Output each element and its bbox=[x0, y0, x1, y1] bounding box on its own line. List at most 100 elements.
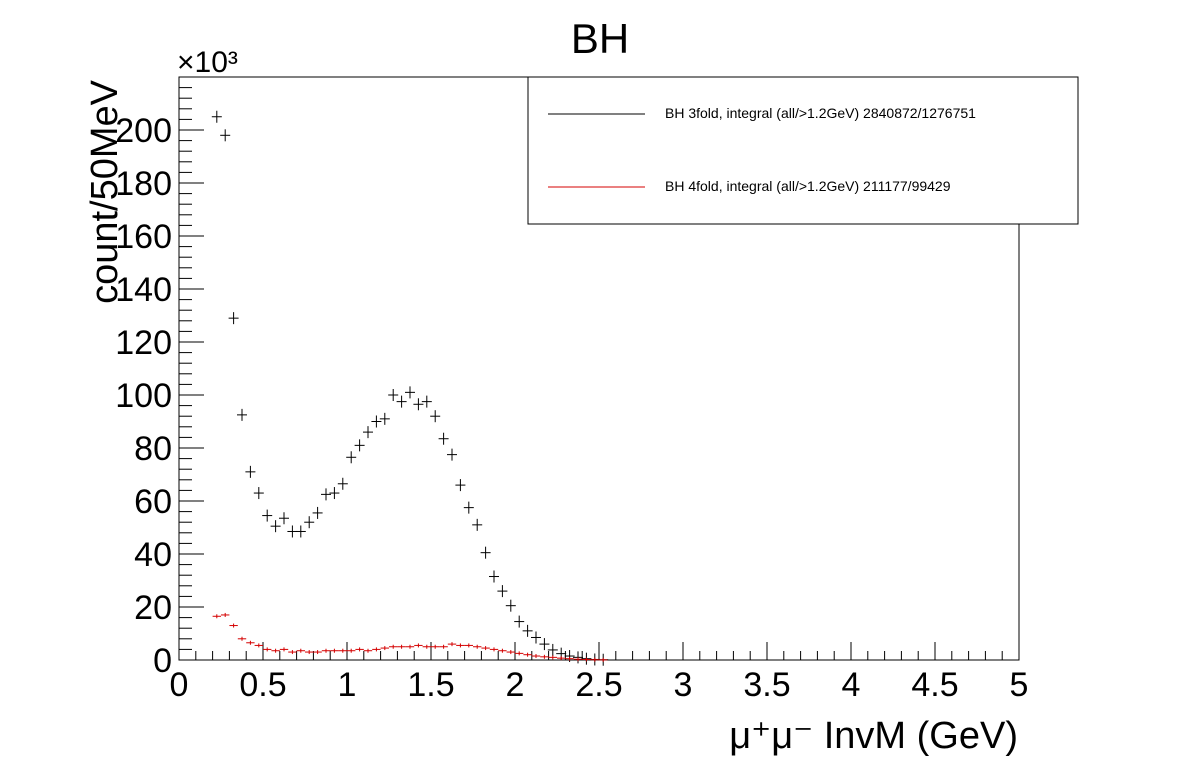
y-tick-label: 80 bbox=[134, 430, 172, 468]
data-point bbox=[212, 614, 221, 619]
data-point bbox=[430, 410, 441, 423]
x-tick-label: 4 bbox=[842, 666, 861, 704]
data-point bbox=[405, 644, 415, 649]
data-point bbox=[540, 654, 549, 659]
data-point bbox=[447, 448, 457, 461]
x-tick-label: 4.5 bbox=[911, 666, 958, 704]
data-point bbox=[539, 638, 550, 651]
data-point bbox=[548, 655, 557, 660]
data-point bbox=[346, 451, 357, 464]
data-point bbox=[287, 525, 298, 538]
data-point bbox=[456, 643, 465, 648]
data-point bbox=[229, 623, 238, 628]
x-tick-label: 3 bbox=[674, 666, 693, 704]
data-point bbox=[295, 525, 306, 538]
y-axis-ticks bbox=[179, 76, 204, 661]
data-point bbox=[270, 520, 281, 533]
y-tick-label: 180 bbox=[115, 165, 172, 203]
data-point bbox=[481, 646, 490, 651]
data-point bbox=[489, 570, 499, 583]
data-point bbox=[497, 585, 508, 598]
data-point bbox=[254, 643, 263, 648]
x-axis-tick-labels: 0 0.5 1 1.5 2 2.5 3 3.5 4 4.5 5 bbox=[170, 666, 1029, 704]
data-point bbox=[506, 650, 515, 655]
data-point bbox=[221, 612, 230, 617]
data-point bbox=[347, 648, 356, 653]
data-point bbox=[397, 644, 406, 649]
x-tick-label: 2.5 bbox=[575, 666, 622, 704]
x-tick-label: 0.5 bbox=[239, 666, 286, 704]
data-point bbox=[599, 657, 608, 662]
data-point bbox=[211, 110, 222, 123]
data-point bbox=[305, 650, 314, 655]
y-axis-tick-labels: 0 20 40 60 80 100 120 140 160 180 200 bbox=[115, 112, 172, 680]
data-point bbox=[464, 643, 473, 648]
data-point bbox=[288, 650, 297, 655]
data-point bbox=[338, 648, 347, 653]
data-point bbox=[489, 647, 499, 652]
data-point bbox=[271, 648, 280, 653]
data-point bbox=[246, 640, 255, 645]
data-point bbox=[228, 312, 239, 325]
data-point bbox=[438, 432, 449, 445]
y-multiplier-label: ×10³ bbox=[177, 46, 238, 79]
data-point bbox=[439, 644, 448, 649]
data-point bbox=[547, 643, 558, 656]
data-point bbox=[279, 512, 289, 525]
y-tick-label: 200 bbox=[115, 112, 172, 150]
data-point bbox=[220, 129, 231, 142]
x-tick-label: 2 bbox=[506, 666, 525, 704]
y-axis-label: count/50MeV bbox=[84, 79, 126, 304]
data-point bbox=[237, 636, 247, 641]
data-point bbox=[455, 479, 466, 492]
data-point bbox=[463, 501, 474, 514]
data-point bbox=[388, 389, 399, 401]
data-point bbox=[371, 415, 382, 428]
data-point bbox=[355, 647, 364, 652]
data-point bbox=[505, 599, 516, 612]
data-point bbox=[237, 408, 247, 421]
legend: BH 3fold, integral (all/>1.2GeV) 2840872… bbox=[527, 76, 1079, 225]
data-point bbox=[590, 657, 599, 662]
y-tick-label: 100 bbox=[115, 377, 172, 415]
data-point bbox=[329, 487, 340, 500]
data-point bbox=[413, 398, 424, 411]
legend-label-3fold: BH 3fold, integral (all/>1.2GeV) 2840872… bbox=[665, 105, 976, 121]
data-point bbox=[565, 656, 574, 661]
data-point bbox=[531, 631, 541, 644]
data-point bbox=[396, 395, 407, 408]
y-tick-label: 60 bbox=[134, 483, 172, 521]
data-point bbox=[380, 646, 389, 651]
data-point bbox=[304, 516, 315, 529]
data-point bbox=[321, 488, 331, 501]
legend-label-4fold: BH 4fold, integral (all/>1.2GeV) 211177/… bbox=[665, 178, 951, 194]
data-point bbox=[582, 657, 591, 662]
data-point bbox=[312, 506, 323, 519]
x-tick-label: 1 bbox=[338, 666, 357, 704]
x-tick-label: 1.5 bbox=[407, 666, 454, 704]
data-point bbox=[472, 518, 483, 531]
data-point bbox=[531, 654, 541, 659]
data-point bbox=[422, 644, 431, 649]
data-point bbox=[363, 426, 373, 439]
data-point bbox=[372, 647, 381, 652]
data-point bbox=[522, 624, 533, 637]
data-point bbox=[245, 465, 256, 478]
data-point bbox=[473, 644, 482, 649]
data-point bbox=[389, 644, 398, 649]
x-tick-label: 3.5 bbox=[743, 666, 790, 704]
data-point bbox=[363, 648, 373, 653]
data-point bbox=[354, 439, 365, 452]
legend-box bbox=[527, 76, 1079, 225]
data-point bbox=[421, 395, 432, 408]
y-tick-label: 40 bbox=[134, 536, 172, 574]
data-point bbox=[379, 412, 390, 425]
data-point bbox=[253, 487, 264, 500]
x-axis-label: μ⁺μ⁻ InvM (GeV) bbox=[729, 715, 1018, 757]
data-point bbox=[313, 650, 322, 655]
data-point bbox=[557, 656, 566, 661]
data-point bbox=[279, 647, 289, 652]
data-point bbox=[514, 615, 525, 628]
data-point bbox=[447, 642, 457, 647]
